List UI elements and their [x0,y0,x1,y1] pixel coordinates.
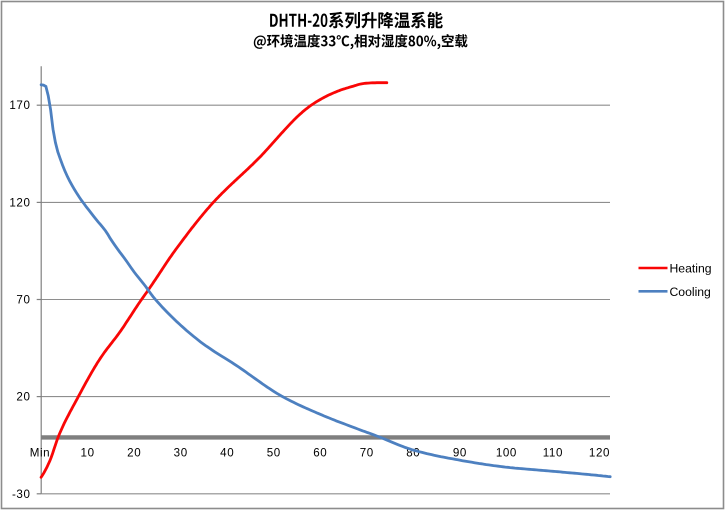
svg-text:170: 170 [9,99,30,112]
svg-text:20: 20 [127,447,141,460]
svg-text:10: 10 [81,447,95,460]
svg-text:30: 30 [174,447,188,460]
svg-text:-30: -30 [12,488,31,501]
svg-text:70: 70 [360,447,374,460]
svg-text:40: 40 [220,447,234,460]
svg-text:70: 70 [16,294,30,307]
svg-text:20: 20 [16,391,30,404]
svg-text:120: 120 [589,447,610,460]
svg-text:50: 50 [267,447,281,460]
svg-text:Cooling: Cooling [670,285,711,299]
svg-text:90: 90 [453,447,467,460]
svg-text:100: 100 [496,447,517,460]
svg-text:120: 120 [9,196,30,209]
svg-text:60: 60 [313,447,327,460]
svg-text:110: 110 [543,447,563,460]
svg-text:Heating: Heating [670,262,712,276]
svg-text:Min: Min [30,447,50,460]
